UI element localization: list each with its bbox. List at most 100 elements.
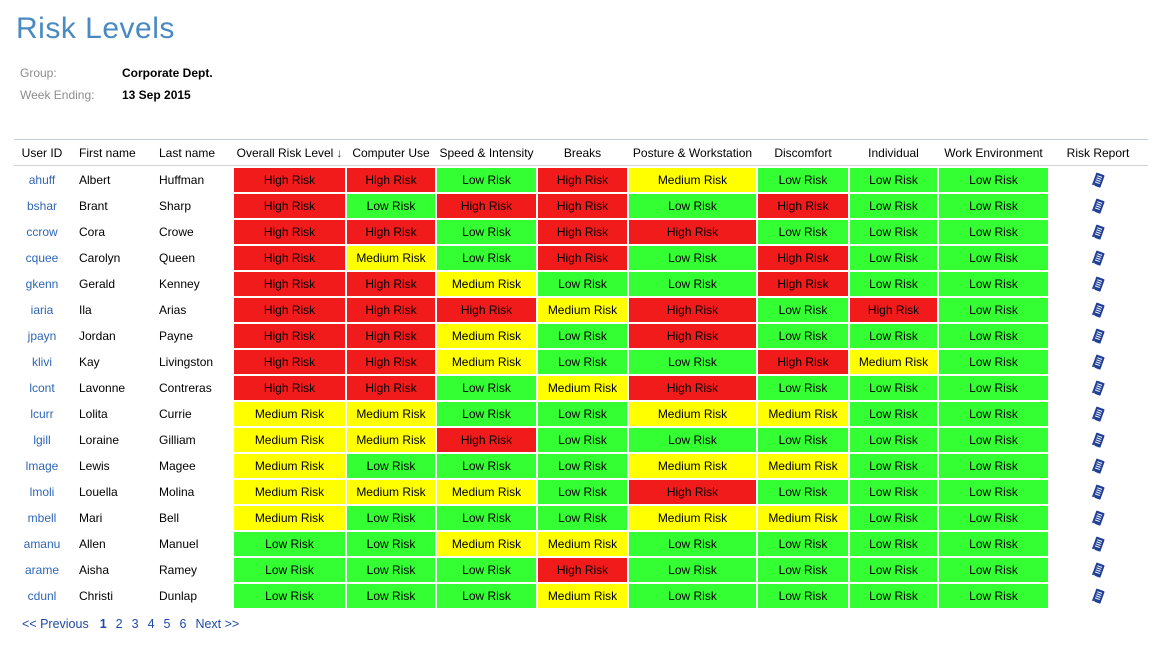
- risk-cell-computer-use: Low Risk: [347, 194, 435, 218]
- column-header-risk-report[interactable]: Risk Report: [1050, 146, 1146, 160]
- column-header-computer-use[interactable]: Computer Use: [347, 146, 435, 160]
- user-id-link[interactable]: gkenn: [25, 277, 59, 291]
- risk-cell-individual: Low Risk: [850, 194, 937, 218]
- column-header-label: Last name: [159, 145, 216, 160]
- page-link-4[interactable]: 4: [147, 617, 155, 631]
- risk-report-button[interactable]: [1050, 480, 1146, 504]
- risk-cell-breaks: Low Risk: [538, 402, 627, 426]
- risk-cell-computer-use: High Risk: [347, 220, 435, 244]
- user-id-link[interactable]: lcont: [29, 381, 55, 395]
- risk-cell-work-environment: Low Risk: [939, 480, 1048, 504]
- first-name: Brant: [79, 199, 108, 213]
- user-id-link[interactable]: ahuff: [28, 173, 56, 187]
- risk-cell-speed-and-intensity: Low Risk: [437, 246, 536, 270]
- risk-cell-discomfort: Low Risk: [758, 584, 848, 608]
- first-name: Lavonne: [79, 381, 126, 395]
- risk-report-button[interactable]: [1050, 428, 1146, 452]
- risk-cell-speed-and-intensity: Medium Risk: [437, 272, 536, 296]
- column-header-breaks[interactable]: Breaks: [538, 146, 627, 160]
- table-row: jpayn Jordan Payne High Risk High Risk Medium…: [14, 324, 1148, 348]
- risk-cell-discomfort: Low Risk: [758, 298, 848, 322]
- risk-cell-work-environment: Low Risk: [939, 272, 1048, 296]
- page-title: Risk Levels: [16, 12, 175, 45]
- page-link-3[interactable]: 3: [131, 617, 139, 631]
- user-id-link[interactable]: klivi: [32, 355, 52, 369]
- risk-report-button[interactable]: [1050, 454, 1146, 478]
- risk-report-button[interactable]: [1050, 194, 1146, 218]
- risk-report-button[interactable]: [1050, 558, 1146, 582]
- risk-cell-computer-use: High Risk: [347, 350, 435, 374]
- user-id-link[interactable]: jpayn: [27, 329, 57, 343]
- risk-cell-discomfort: Low Risk: [758, 220, 848, 244]
- risk-cell-discomfort: High Risk: [758, 246, 848, 270]
- risk-report-button[interactable]: [1050, 168, 1146, 192]
- first-name: Cora: [79, 225, 106, 239]
- risk-cell-individual: Low Risk: [850, 454, 937, 478]
- risk-cell-speed-and-intensity: Low Risk: [437, 402, 536, 426]
- risk-report-button[interactable]: [1050, 532, 1146, 556]
- user-id-link[interactable]: amanu: [23, 537, 61, 551]
- column-header-first-name[interactable]: First name: [72, 146, 150, 160]
- previous-page-link[interactable]: << Previous: [22, 617, 89, 631]
- user-id-link[interactable]: ccrow: [26, 225, 58, 239]
- report-icon: [1091, 510, 1105, 526]
- report-meta: Group: Corporate Dept. Week Ending: 13 Sep…: [16, 62, 1147, 106]
- column-header-last-name[interactable]: Last name: [152, 146, 232, 160]
- risk-cell-work-environment: Low Risk: [939, 376, 1048, 400]
- risk-cell-individual: Low Risk: [850, 220, 937, 244]
- last-name: Gilliam: [159, 433, 196, 447]
- user-id-link[interactable]: lmage: [25, 459, 59, 473]
- risk-report-button[interactable]: [1050, 584, 1146, 608]
- column-header-posture-and-workstation[interactable]: Posture & Workstation: [629, 146, 756, 160]
- report-icon: [1091, 432, 1105, 448]
- risk-report-button[interactable]: [1050, 272, 1146, 296]
- page-link-2[interactable]: 2: [115, 617, 123, 631]
- risk-report-button[interactable]: [1050, 220, 1146, 244]
- risk-report-button[interactable]: [1050, 506, 1146, 530]
- first-name: Carolyn: [79, 251, 121, 265]
- risk-cell-posture-and-workstation: Medium Risk: [629, 506, 756, 530]
- risk-cell-overall-risk-level: Low Risk: [234, 532, 345, 556]
- column-header-discomfort[interactable]: Discomfort: [758, 146, 848, 160]
- risk-cell-overall-risk-level: Low Risk: [234, 584, 345, 608]
- risk-cell-breaks: Low Risk: [538, 506, 627, 530]
- risk-report-button[interactable]: [1050, 376, 1146, 400]
- table-row: lcurr Lolita Currie Medium Risk Medium Risk L…: [14, 402, 1148, 426]
- table-row: gkenn Gerald Kenney High Risk High Risk Mediu…: [14, 272, 1148, 296]
- risk-cell-work-environment: Low Risk: [939, 220, 1048, 244]
- risk-report-button[interactable]: [1050, 402, 1146, 426]
- user-id-link[interactable]: mbell: [27, 511, 57, 525]
- report-icon: [1091, 380, 1105, 396]
- next-page-link[interactable]: Next >>: [195, 617, 240, 631]
- risk-cell-discomfort: Low Risk: [758, 532, 848, 556]
- user-id-link[interactable]: lcurr: [30, 407, 54, 421]
- user-id-link[interactable]: arame: [24, 563, 59, 577]
- column-header-overall-risk-level[interactable]: Overall Risk Level ↓: [234, 146, 345, 160]
- user-id-link[interactable]: iaria: [30, 303, 54, 317]
- column-header-label: Speed & Intensity: [439, 145, 534, 160]
- table-row: cquee Carolyn Queen High Risk Medium Risk Low…: [14, 246, 1148, 270]
- user-id-link[interactable]: cquee: [25, 251, 59, 265]
- risk-cell-overall-risk-level: High Risk: [234, 298, 345, 322]
- user-id-link[interactable]: bshar: [26, 199, 58, 213]
- report-icon: [1091, 198, 1105, 214]
- risk-report-button[interactable]: [1050, 350, 1146, 374]
- column-header-individual[interactable]: Individual: [850, 146, 937, 160]
- column-header-user-id[interactable]: User ID: [14, 146, 70, 160]
- user-id-link[interactable]: lgill: [33, 433, 51, 447]
- risk-cell-posture-and-workstation: High Risk: [629, 480, 756, 504]
- risk-report-button[interactable]: [1050, 246, 1146, 270]
- risk-report-button[interactable]: [1050, 324, 1146, 348]
- column-header-speed-and-intensity[interactable]: Speed & Intensity: [437, 146, 536, 160]
- page-link-1[interactable]: 1: [99, 617, 107, 631]
- risk-cell-individual: Low Risk: [850, 506, 937, 530]
- risk-cell-breaks: Low Risk: [538, 272, 627, 296]
- page-link-6[interactable]: 6: [179, 617, 187, 631]
- column-header-work-environment[interactable]: Work Environment: [939, 146, 1048, 160]
- user-id-link[interactable]: cdunl: [27, 589, 57, 603]
- risk-report-button[interactable]: [1050, 298, 1146, 322]
- user-id-link[interactable]: lmoli: [29, 485, 55, 499]
- risk-cell-individual: Low Risk: [850, 428, 937, 452]
- page-link-5[interactable]: 5: [163, 617, 171, 631]
- risk-cell-posture-and-workstation: Medium Risk: [629, 168, 756, 192]
